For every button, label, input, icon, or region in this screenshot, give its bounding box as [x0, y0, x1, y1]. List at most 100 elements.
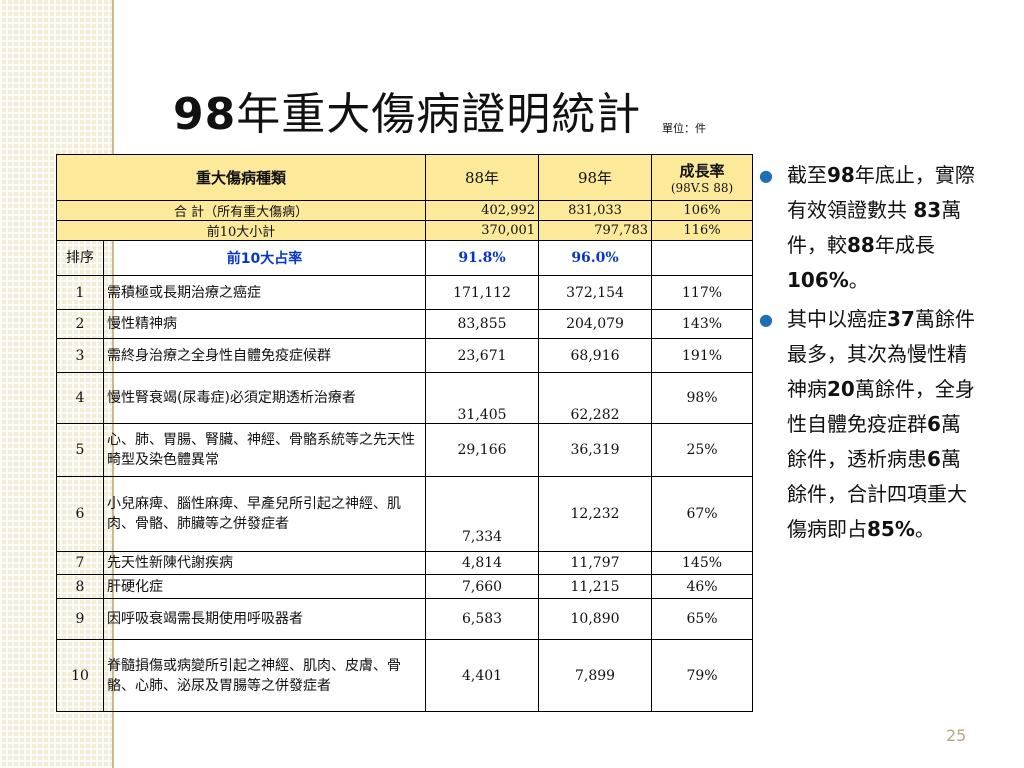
row-growth: 79% [651, 639, 754, 712]
bullet-bold: 88 [847, 233, 875, 257]
row-name: 需終身治療之全身性自體免疫症候群 [102, 338, 427, 373]
row-88: 171,112 [425, 275, 540, 310]
bullet-bold: 6 [927, 447, 941, 471]
row-88: 31,405 [425, 372, 540, 424]
top10-98: 797,783 [538, 220, 653, 241]
bullet-text: 其中以癌症 [787, 307, 887, 331]
header-growth-label: 成長率 [679, 162, 725, 180]
row-rank: 4 [56, 372, 104, 424]
row-98: 11,215 [538, 574, 653, 599]
ratio-label: 前10大占率 [102, 240, 427, 276]
bullet-bold: 98 [827, 163, 855, 187]
rank-header: 排序 [56, 240, 104, 276]
row-name: 脊髓損傷或病變所引起之神經、肌肉、皮膚、骨骼、心肺、泌尿及胃腸等之併發症者 [102, 639, 427, 712]
row-88: 4,401 [425, 639, 540, 712]
row-growth: 46% [651, 574, 754, 599]
bullet-bold: 83 [913, 198, 942, 222]
row-growth: 65% [651, 598, 754, 640]
row-98: 36,319 [538, 423, 653, 477]
total-98: 831,033 [538, 200, 653, 221]
row-98: 372,154 [538, 275, 653, 310]
top10-88: 370,001 [425, 220, 540, 241]
ratio-98: 96.0% [538, 240, 653, 276]
ratio-row: 排序 前10大占率 91.8% 96.0% [56, 240, 754, 276]
bullet-text: 。 [848, 268, 869, 292]
row-88: 4,814 [425, 551, 540, 575]
table-row: 9 因呼吸衰竭需長期使用呼吸器者 6,583 10,890 65% [56, 598, 754, 640]
table-header-row: 重大傷病種類 88年 98年 成長率 (98V.S 88) [55, 154, 754, 201]
bullet-dot-icon: ● [759, 166, 773, 185]
table-row: 6 小兒麻痺、腦性麻痺、早產兒所引起之神經、肌肉、骨骼、肺臟等之併發症者 7,3… [56, 476, 754, 552]
bullet-text: 萬件，較 [787, 198, 962, 257]
bullet-text: 年成長 [874, 233, 935, 257]
row-98: 10,890 [538, 598, 653, 640]
table-row: 2 慢性精神病 83,855 204,079 143% [56, 309, 754, 339]
bullet-text: 萬餘件最多，其次為慢性精神病 [787, 307, 975, 401]
ratio-growth-empty [651, 240, 754, 276]
top10-row: 前10大小計 370,001 797,783 116% [55, 220, 754, 241]
top10-label: 前10大小計 [55, 220, 427, 241]
row-rank: 10 [56, 639, 104, 712]
table-row: 8 肝硬化症 7,660 11,215 46% [56, 574, 754, 599]
row-98: 12,232 [538, 476, 653, 552]
row-name: 慢性腎衰竭(尿毒症)必須定期透析治療者 [102, 372, 427, 424]
header-98: 98年 [538, 154, 653, 201]
bullet-bold: 37 [887, 307, 915, 331]
row-88: 7,334 [425, 476, 540, 552]
bullet-dot-icon: ● [759, 310, 773, 329]
row-growth: 143% [651, 309, 754, 339]
table-row: 5 心、肺、胃腸、腎臟、神經、骨骼系統等之先天性畸型及染色體異常 29,166 … [56, 423, 754, 477]
row-growth: 191% [651, 338, 754, 373]
row-88: 7,660 [425, 574, 540, 599]
bullet-text: 年底止，實際有效領證數共 [787, 163, 975, 222]
row-rank: 6 [56, 476, 104, 552]
total-label: 合 計（所有重大傷病） [55, 200, 427, 221]
row-88: 23,671 [425, 338, 540, 373]
statistics-table: 重大傷病種類 88年 98年 成長率 (98V.S 88) 合 計（所有重大傷病）… [55, 154, 754, 712]
header-growth-sub: (98V.S 88) [670, 181, 734, 195]
row-98: 62,282 [538, 372, 653, 424]
row-name: 慢性精神病 [102, 309, 427, 339]
row-name: 需積極或長期治療之癌症 [102, 275, 427, 310]
row-98: 11,797 [538, 551, 653, 575]
row-rank: 7 [56, 551, 104, 575]
bullet-text: 截至 [787, 163, 827, 187]
bullet-text: 萬餘件，透析病患 [787, 412, 961, 471]
bullet-bold: 6 [927, 412, 941, 436]
row-growth: 25% [651, 423, 754, 477]
table-row: 4 慢性腎衰竭(尿毒症)必須定期透析治療者 31,405 62,282 98% [56, 372, 754, 424]
table-row: 10 脊髓損傷或病變所引起之神經、肌肉、皮膚、骨骼、心肺、泌尿及胃腸等之併發症者… [56, 639, 754, 712]
bullet-text: 萬餘件，合計四項重大傷病即占 [787, 447, 967, 541]
bullet-item-2: ● 其中以癌症37萬餘件最多，其次為慢性精神病20萬餘件，全身性自體免疫症群6萬餘… [757, 302, 977, 547]
row-name: 肝硬化症 [102, 574, 427, 599]
bullet-item-1: ● 截至98年底止，實際有效領證數共 83萬件，較88年成長 106%。 [757, 158, 977, 298]
header-category: 重大傷病種類 [55, 154, 427, 201]
row-name: 先天性新陳代謝疾病 [102, 551, 427, 575]
row-rank: 8 [56, 574, 104, 599]
row-88: 29,166 [425, 423, 540, 477]
header-growth: 成長率 (98V.S 88) [651, 154, 754, 201]
bullet-bold: 85% [867, 517, 915, 541]
top10-growth: 116% [651, 220, 754, 241]
page-number: 25 [946, 726, 967, 745]
row-rank: 3 [56, 338, 104, 373]
row-98: 68,916 [538, 338, 653, 373]
total-88: 402,992 [425, 200, 540, 221]
row-rank: 9 [56, 598, 104, 640]
bullet-text: 萬餘件，全身性自體免疫症群 [787, 377, 975, 436]
total-row: 合 計（所有重大傷病） 402,992 831,033 106% [55, 200, 754, 221]
table-row: 3 需終身治療之全身性自體免疫症候群 23,671 68,916 191% [56, 338, 754, 373]
summary-bullets: ● 截至98年底止，實際有效領證數共 83萬件，較88年成長 106%。 ● 其中以癌… [757, 158, 977, 547]
row-98: 204,079 [538, 309, 653, 339]
row-growth: 145% [651, 551, 754, 575]
bullet-bold: 106% [787, 268, 849, 292]
unit-label: 單位：件 [662, 122, 706, 135]
row-rank: 5 [56, 423, 104, 477]
row-growth: 67% [651, 476, 754, 552]
row-name: 因呼吸衰竭需長期使用呼吸器者 [102, 598, 427, 640]
title-year: 98 [173, 89, 237, 140]
table-row: 1 需積極或長期治療之癌症 171,112 372,154 117% [56, 275, 754, 310]
ratio-88: 91.8% [425, 240, 540, 276]
row-88: 6,583 [425, 598, 540, 640]
row-name: 心、肺、胃腸、腎臟、神經、骨骼系統等之先天性畸型及染色體異常 [102, 423, 427, 477]
